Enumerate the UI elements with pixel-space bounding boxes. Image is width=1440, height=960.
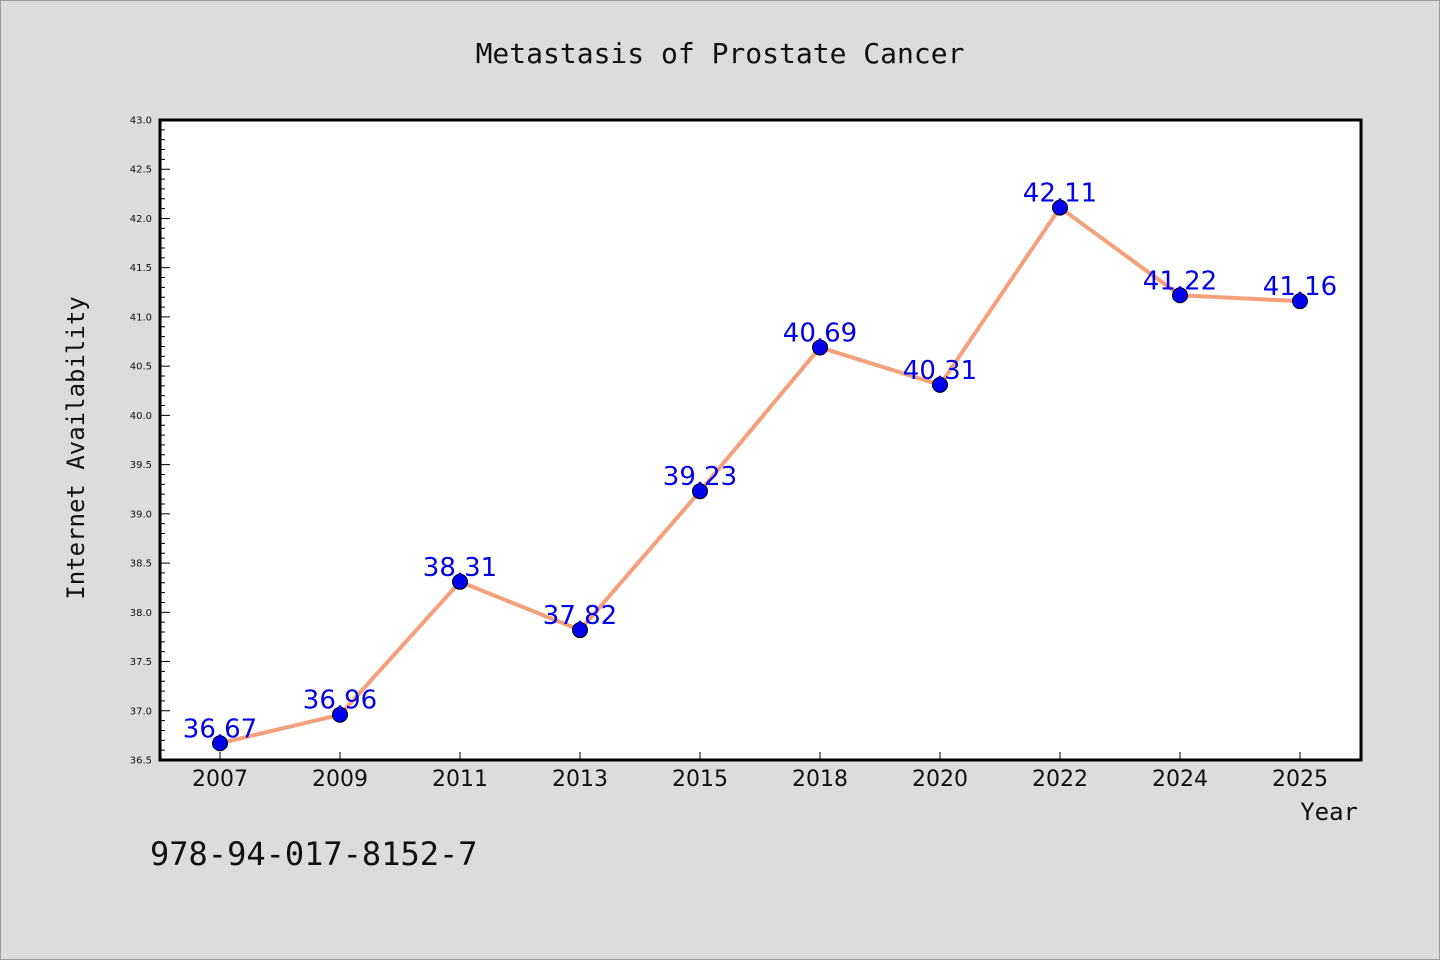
y-tick-label: 36.5	[130, 756, 152, 767]
data-label: 41.16	[1263, 272, 1337, 302]
data-point	[932, 376, 948, 393]
data-label: 40.31	[903, 356, 977, 386]
y-tick-label: 37.0	[130, 706, 152, 717]
data-labels: 36.67 36.96 38.31 37.82 39.23 40.69 40.31 42.11…	[183, 179, 1337, 745]
x-tick-label: 2024	[1152, 767, 1208, 792]
y-tick-label: 39.0	[130, 509, 152, 520]
data-point	[1052, 199, 1068, 216]
plot-area	[158, 118, 1363, 762]
x-tick-label: 2018	[792, 767, 848, 792]
data-point	[332, 706, 348, 723]
data-point	[1292, 293, 1308, 310]
y-tick-label: 37.5	[130, 657, 152, 668]
data-point	[452, 573, 468, 590]
y-tick-label: 42.0	[130, 214, 152, 225]
x-tick-label: 2015	[672, 767, 728, 792]
y-tick-label: 38.0	[130, 608, 152, 619]
y-axis-title: Internet Availability	[62, 296, 90, 599]
data-label: 37.82	[543, 601, 617, 631]
data-label: 39.23	[663, 462, 737, 492]
series-line	[218, 205, 1302, 746]
isbn-footnote: 978-94-017-8152-7	[150, 835, 478, 873]
data-label: 36.67	[183, 714, 257, 744]
series-line-group	[212, 199, 1308, 752]
y-axis: 36.5 37.0 37.5 38.0 38.5 39.0 39.5 40.0 40.5 41.0…	[130, 116, 170, 767]
y-tick-label: 38.5	[130, 559, 152, 570]
data-point	[572, 622, 588, 639]
x-tick-label: 2009	[312, 767, 368, 792]
x-axis: 2007 2009 2011 2013 2015 2018 2020 2022 2024 2025	[192, 752, 1328, 792]
y-tick-label: 43.0	[130, 116, 152, 127]
x-tick-label: 2022	[1032, 767, 1088, 792]
y-tick-label: 40.0	[130, 411, 152, 422]
data-label: 41.22	[1143, 266, 1217, 296]
data-label: 42.11	[1023, 179, 1097, 209]
data-label: 36.96	[303, 686, 377, 716]
data-point	[812, 339, 828, 356]
data-label: 38.31	[423, 553, 497, 583]
x-tick-label: 2013	[552, 767, 608, 792]
x-tick-label: 2020	[912, 767, 968, 792]
y-tick-label: 40.5	[130, 362, 152, 373]
y-tick-label: 41.0	[130, 312, 152, 323]
data-point	[212, 735, 228, 752]
chart-title: Metastasis of Prostate Cancer	[476, 37, 965, 70]
x-tick-label: 2025	[1272, 767, 1328, 792]
x-tick-label: 2007	[192, 767, 248, 792]
data-label: 40.69	[783, 318, 857, 348]
data-point	[692, 483, 708, 500]
x-axis-title: Year	[1300, 798, 1358, 826]
y-tick-label: 41.5	[130, 263, 152, 274]
x-tick-label: 2011	[432, 767, 488, 792]
y-tick-label: 42.5	[130, 165, 152, 176]
data-point	[1172, 287, 1188, 304]
y-tick-label: 39.5	[130, 460, 152, 471]
